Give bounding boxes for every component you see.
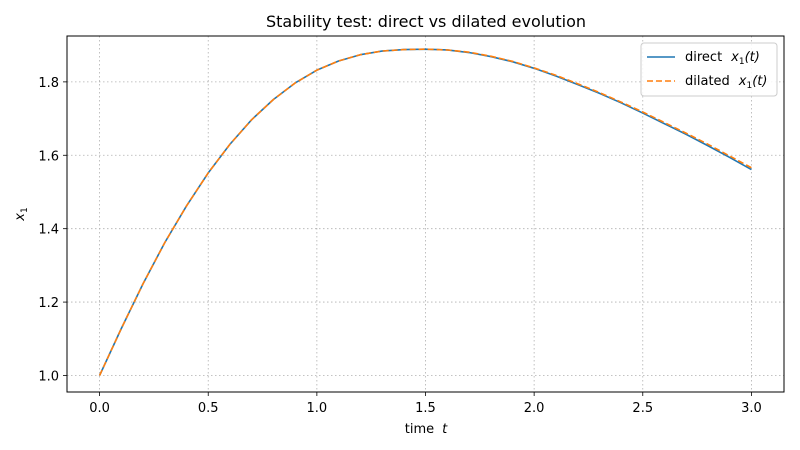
x-tick-label: 2.5 [632, 401, 653, 416]
legend-label-dilated-arg: (t) [752, 74, 767, 89]
x-tick-label: 1.0 [307, 401, 328, 416]
y-tick-label: 1.2 [38, 296, 59, 311]
legend-label-dilated-var: x [738, 74, 747, 89]
x-tick-label: 0.0 [89, 401, 110, 416]
legend-label-direct-sub: 1 [739, 57, 745, 67]
x-tick-label: 2.0 [524, 401, 545, 416]
x-axis-label-var: t [442, 422, 448, 437]
y-tick-label: 1.4 [38, 223, 59, 238]
legend-label-direct-var: x [730, 50, 739, 65]
y-tick-label: 1.8 [38, 76, 59, 91]
legend-label-dilated-sub: 1 [747, 81, 753, 91]
plot-series [98, 48, 752, 376]
legend-label-dilated-name: dilated [685, 74, 730, 89]
x-axis-label-text: time [405, 422, 434, 437]
legend-label-direct-arg: (t) [745, 50, 760, 65]
x-tick-label: 1.5 [415, 401, 436, 416]
legend-label-dilated: dilated x1(t) [685, 74, 767, 91]
chart-title: Stability test: direct vs dilated evolut… [266, 12, 586, 31]
x-tick-label: 3.0 [741, 401, 762, 416]
x-tick-label: 0.5 [198, 401, 219, 416]
x-axis-ticks: 0.0 0.5 1.0 1.5 2.0 2.5 3.0 [89, 392, 762, 416]
legend-label-direct: direct x1(t) [685, 50, 760, 67]
y-axis-ticks: 1.0 1.2 1.4 1.6 1.8 [38, 76, 67, 384]
series-line-dilated [98, 48, 752, 376]
legend-label-direct-name: direct [685, 50, 722, 65]
y-axis-label-sub: 1 [20, 207, 30, 213]
legend: direct x1(t) dilated x1(t) [640, 42, 778, 97]
y-tick-label: 1.0 [38, 369, 59, 384]
y-axis-label-var: x [13, 213, 28, 222]
x-axis-label: time t [405, 422, 448, 437]
y-tick-label: 1.6 [38, 149, 59, 164]
y-axis-label: x1 [13, 207, 30, 221]
